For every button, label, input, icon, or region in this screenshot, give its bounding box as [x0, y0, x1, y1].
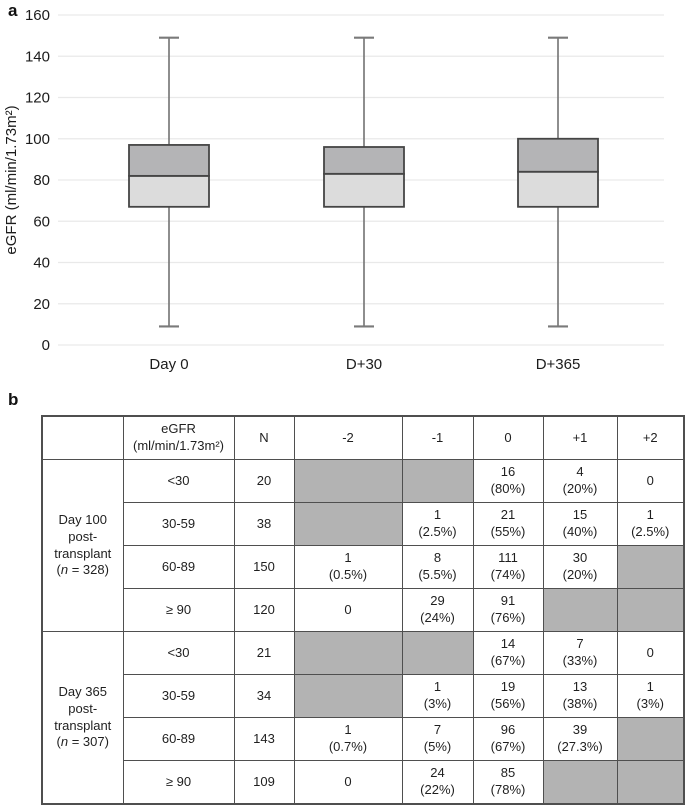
box-upper-half: [517, 137, 599, 173]
shaded-cell: [401, 459, 474, 503]
table-row: 60-89 150 1 (0.5%) 8 (5.5%) 111 (74%) 30 (20%): [42, 545, 685, 589]
value-cell: 1 (0.7%): [293, 717, 403, 761]
value-cell: 13 (38%): [542, 674, 618, 718]
table-row: 30-59 38 1 (2.5%) 21 (55%) 15 (40%) 1 (2.5%): [42, 502, 685, 546]
shaded-cell: [616, 717, 685, 761]
value-cell: 7 (5%): [401, 717, 474, 761]
box-lower-half: [517, 170, 599, 208]
table-row: Day 365 post-transplant (n = 307) <30 21 14(…: [41, 631, 685, 805]
corner-cell: [41, 415, 124, 460]
n-cell: 120: [233, 588, 295, 632]
value-cell: 91 (76%): [472, 588, 544, 632]
y-tick-label: 160: [25, 7, 50, 24]
egfr-range-cell: <30: [122, 631, 235, 675]
x-category-label: D+365: [536, 356, 581, 373]
egfr-boxplot-chart: 0 20 40 60 80 100 120 140 160 eGFR (ml/min/1.73m²…: [0, 0, 685, 392]
y-tick-label: 140: [25, 48, 50, 65]
value-cell: 39 (27.3%): [542, 717, 618, 761]
value-cell: 0: [293, 760, 403, 805]
n-cell: 109: [233, 760, 295, 805]
egfr-range-cell: 60-89: [122, 545, 235, 589]
value-cell: 1 (3%): [401, 674, 474, 718]
table-row: ≥ 90 120 0 29 (24%) 91 (76%): [42, 588, 685, 632]
y-tick-label: 40: [33, 255, 50, 272]
value-cell: 0: [616, 459, 685, 503]
n-cell: 21: [233, 631, 295, 675]
egfr-column-header: eGFR (ml/min/1.73m²): [122, 415, 235, 460]
egfr-transition-table: eGFR (ml/min/1.73m²) N -2 -1 0 +1 +2 Day 100 pos…: [41, 415, 685, 805]
egfr-range-cell: <30: [122, 459, 235, 503]
value-cell: 1 (2.5%): [616, 502, 685, 546]
y-tick-label: 80: [33, 172, 50, 189]
shaded-cell: [542, 588, 618, 632]
value-cell: 19 (56%): [472, 674, 544, 718]
table-row: 60-89 143 1 (0.7%) 7 (5%) 96 (67%) 39 (27.3%): [42, 717, 685, 761]
column-header: +2: [616, 415, 685, 460]
value-cell: 30 (20%): [542, 545, 618, 589]
egfr-range-cell: ≥ 90: [122, 760, 235, 805]
value-cell: 14 (67%): [472, 631, 544, 675]
x-category-label: Day 0: [149, 356, 188, 373]
table-row: 30-59 34 1 (3%) 19 (56%) 13 (38%) 1 (3%): [42, 674, 685, 718]
shaded-cell: [616, 588, 685, 632]
column-header: N: [233, 415, 295, 460]
value-cell: 8 (5.5%): [401, 545, 474, 589]
y-tick-label: 20: [33, 296, 50, 313]
value-cell: 0: [616, 631, 685, 675]
shaded-cell: [542, 760, 618, 805]
column-header: -1: [401, 415, 474, 460]
egfr-range-cell: ≥ 90: [122, 588, 235, 632]
shaded-cell: [616, 760, 685, 805]
column-header: +1: [542, 415, 618, 460]
y-axis-title: eGFR (ml/min/1.73m²): [3, 105, 20, 254]
box-lower-half: [128, 174, 210, 208]
y-tick-label: 100: [25, 131, 50, 148]
value-cell: 96 (67%): [472, 717, 544, 761]
shaded-cell: [616, 545, 685, 589]
shaded-cell: [293, 631, 403, 675]
box-upper-half: [323, 146, 405, 175]
n-cell: 34: [233, 674, 295, 718]
table-row: Day 100 post-transplant (n = 328) <30 20 16(…: [41, 459, 685, 632]
value-cell: 24 (22%): [401, 760, 474, 805]
value-cell: 1 (3%): [616, 674, 685, 718]
value-cell: 111 (74%): [472, 545, 544, 589]
value-cell: 16 (80%): [472, 459, 544, 503]
y-tick-label: 120: [25, 90, 50, 107]
boxplot-svg: 0 20 40 60 80 100 120 140 160 eGFR (ml/min/1.73m²…: [3, 7, 664, 373]
group-label-cell: Day 100 post-transplant (n = 328): [41, 459, 124, 632]
table-header-row: eGFR (ml/min/1.73m²) N -2 -1 0 +1 +2: [41, 415, 685, 460]
egfr-range-cell: 60-89: [122, 717, 235, 761]
egfr-range-cell: 30-59: [122, 674, 235, 718]
shaded-cell: [401, 631, 474, 675]
shaded-cell: [293, 674, 403, 718]
box-upper-half: [128, 144, 210, 177]
table-row: ≥ 90 109 0 24 (22%) 85 (78%): [42, 760, 685, 805]
group-label-cell: Day 365 post-transplant (n = 307): [41, 631, 124, 805]
value-cell: 1 (0.5%): [293, 545, 403, 589]
y-tick-label: 60: [33, 213, 50, 230]
value-cell: 29 (24%): [401, 588, 474, 632]
column-header: -2: [293, 415, 403, 460]
value-cell: 21 (55%): [472, 502, 544, 546]
shaded-cell: [293, 459, 403, 503]
egfr-range-cell: 30-59: [122, 502, 235, 546]
n-cell: 143: [233, 717, 295, 761]
n-cell: 38: [233, 502, 295, 546]
box-lower-half: [323, 172, 405, 208]
value-cell: 15 (40%): [542, 502, 618, 546]
y-tick-label: 0: [42, 337, 50, 354]
value-cell: 7 (33%): [542, 631, 618, 675]
n-cell: 20: [233, 459, 295, 503]
n-cell: 150: [233, 545, 295, 589]
column-header: 0: [472, 415, 544, 460]
x-category-label: D+30: [346, 356, 382, 373]
value-cell: 85 (78%): [472, 760, 544, 805]
panel-b-label: b: [8, 390, 19, 409]
value-cell: 1 (2.5%): [401, 502, 474, 546]
value-cell: 0: [293, 588, 403, 632]
shaded-cell: [293, 502, 403, 546]
value-cell: 4 (20%): [542, 459, 618, 503]
panel-a-label: a: [8, 1, 18, 20]
